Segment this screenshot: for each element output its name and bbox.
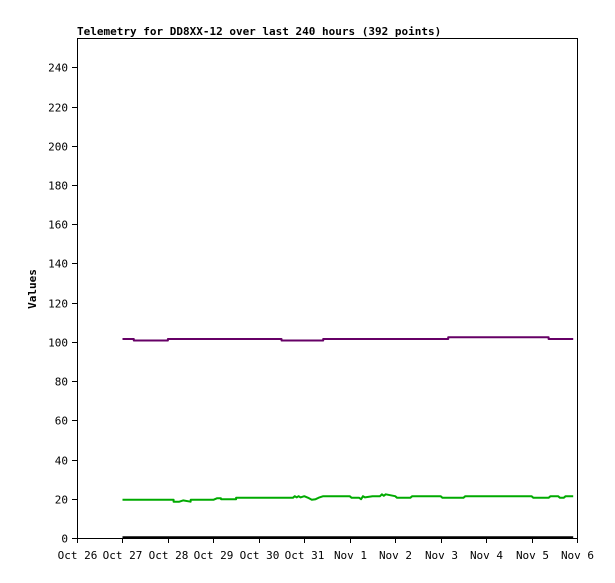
y-tick-label: 180 — [48, 180, 68, 193]
x-tick-label: Oct 30 — [240, 549, 280, 562]
x-tick-label: Oct 29 — [194, 549, 234, 562]
y-axis: 0 20 40 60 80 100 120 140 160 180 200 220 240 — [48, 62, 77, 546]
y-tick-label: 80 — [55, 376, 68, 389]
plot-area-frame — [77, 38, 578, 539]
y-tick-label: 120 — [48, 298, 68, 311]
y-tick-label: 60 — [55, 415, 68, 428]
y-tick-label: 20 — [55, 494, 68, 507]
x-tick-label: Oct 27 — [103, 549, 143, 562]
y-tick-label: 240 — [48, 62, 68, 75]
series-line-1 — [122, 336, 574, 342]
x-tick-label: Nov 2 — [379, 549, 412, 562]
y-tick-label: 160 — [48, 219, 68, 232]
x-tick-label: Nov 3 — [425, 549, 458, 562]
y-tick-label: 0 — [61, 533, 68, 546]
y-tick-label: 140 — [48, 258, 68, 271]
series-layer — [122, 336, 574, 539]
chart-title: Telemetry for DD8XX-12 over last 240 hou… — [77, 25, 441, 38]
y-axis-label: Values — [26, 269, 39, 309]
x-tick-label: Nov 4 — [470, 549, 503, 562]
y-tick-label: 200 — [48, 141, 68, 154]
series-line-2 — [122, 493, 574, 503]
y-tick-label: 40 — [55, 455, 68, 468]
x-tick-label: Oct 31 — [285, 549, 325, 562]
x-tick-label: Nov 6 — [561, 549, 594, 562]
x-tick-label: Oct 28 — [149, 549, 189, 562]
y-tick-label: 220 — [48, 102, 68, 115]
x-axis: Oct 26 Oct 27 Oct 28 Oct 29 Oct 30 Oct 31 Nov … — [58, 538, 594, 562]
x-tick-label: Nov 1 — [334, 549, 367, 562]
y-tick-label: 100 — [48, 337, 68, 350]
x-tick-label: Nov 5 — [516, 549, 549, 562]
x-tick-label: Oct 26 — [58, 549, 98, 562]
